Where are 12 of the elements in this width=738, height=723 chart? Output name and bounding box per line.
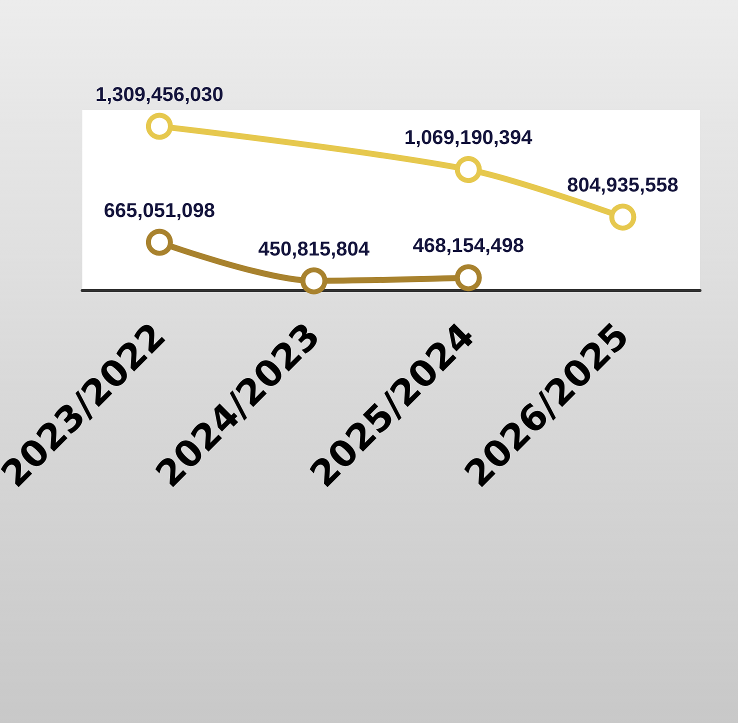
data-label: 468,154,498 [412,235,524,258]
point [609,204,636,231]
data-label: 665,051,098 [104,200,216,222]
data-label: 450,815,804 [258,238,370,260]
point [146,112,173,140]
point [454,264,482,292]
point [300,267,328,294]
data-label: 1,069,190,394 [404,127,534,150]
data-label: 1,309,456,030 [95,84,224,106]
point [146,228,173,256]
point [454,156,482,184]
data-label: 804,935,558 [567,174,678,197]
